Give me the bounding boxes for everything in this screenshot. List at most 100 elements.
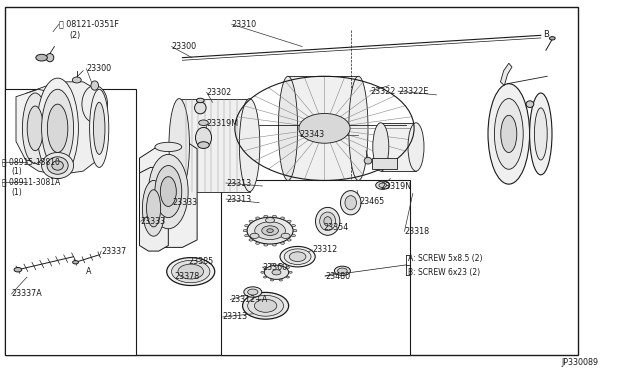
Polygon shape — [16, 89, 58, 164]
Text: 23333: 23333 — [141, 217, 166, 226]
Text: 23300: 23300 — [172, 42, 196, 51]
Ellipse shape — [178, 264, 204, 279]
Ellipse shape — [279, 264, 282, 266]
Ellipse shape — [264, 265, 289, 279]
Ellipse shape — [289, 272, 292, 273]
Text: 23465: 23465 — [360, 197, 385, 206]
Ellipse shape — [264, 244, 268, 246]
Ellipse shape — [280, 247, 316, 267]
Ellipse shape — [198, 142, 209, 148]
Text: 23302: 23302 — [207, 88, 232, 97]
Text: Ⓝ 08911-3081A: Ⓝ 08911-3081A — [2, 178, 60, 187]
Ellipse shape — [147, 190, 161, 227]
Ellipse shape — [72, 77, 81, 83]
Text: 23313: 23313 — [226, 179, 251, 187]
Ellipse shape — [273, 244, 276, 246]
Ellipse shape — [549, 37, 555, 40]
Text: 23337: 23337 — [101, 247, 126, 256]
Ellipse shape — [22, 93, 48, 164]
Ellipse shape — [255, 242, 260, 244]
Text: 23480: 23480 — [325, 272, 350, 280]
Ellipse shape — [320, 212, 336, 231]
Text: A: A — [86, 267, 92, 276]
Text: JP330089: JP330089 — [562, 358, 599, 367]
Ellipse shape — [155, 142, 182, 152]
Ellipse shape — [36, 78, 78, 179]
Bar — [5, 89, 136, 355]
Ellipse shape — [248, 289, 258, 295]
Ellipse shape — [264, 267, 267, 269]
Text: 23312+A: 23312+A — [230, 295, 268, 304]
Ellipse shape — [271, 279, 274, 281]
Ellipse shape — [90, 89, 109, 167]
Ellipse shape — [267, 229, 273, 232]
Text: 23313: 23313 — [223, 312, 248, 321]
Ellipse shape — [244, 287, 262, 297]
Ellipse shape — [488, 84, 530, 184]
Ellipse shape — [243, 230, 247, 232]
Text: Ⓑ 08121-0351F: Ⓑ 08121-0351F — [59, 20, 119, 29]
Ellipse shape — [349, 76, 368, 180]
Ellipse shape — [286, 267, 289, 269]
Ellipse shape — [376, 181, 390, 189]
Ellipse shape — [47, 157, 68, 174]
Ellipse shape — [287, 239, 291, 241]
Ellipse shape — [248, 295, 284, 316]
Ellipse shape — [534, 108, 547, 160]
Ellipse shape — [166, 257, 215, 286]
Bar — [179, 99, 250, 192]
Text: 23322: 23322 — [370, 87, 396, 96]
Ellipse shape — [280, 217, 285, 219]
Ellipse shape — [148, 154, 188, 229]
Text: 23310: 23310 — [232, 20, 257, 29]
Ellipse shape — [195, 102, 206, 114]
Polygon shape — [140, 167, 168, 251]
Ellipse shape — [46, 54, 54, 62]
Ellipse shape — [379, 183, 387, 187]
Ellipse shape — [255, 222, 285, 240]
Ellipse shape — [93, 102, 105, 154]
Text: 23378: 23378 — [174, 272, 199, 280]
Ellipse shape — [292, 225, 296, 227]
Ellipse shape — [42, 89, 74, 167]
Ellipse shape — [364, 157, 372, 164]
Bar — [221, 180, 410, 355]
Ellipse shape — [340, 190, 361, 215]
Ellipse shape — [52, 161, 63, 170]
Ellipse shape — [262, 226, 278, 235]
Ellipse shape — [239, 99, 260, 192]
Ellipse shape — [293, 230, 297, 232]
Ellipse shape — [198, 120, 209, 126]
Bar — [288, 76, 358, 180]
Ellipse shape — [495, 99, 524, 169]
Ellipse shape — [255, 217, 260, 219]
Ellipse shape — [529, 93, 552, 175]
Ellipse shape — [284, 249, 311, 264]
Text: 23354: 23354 — [323, 223, 348, 232]
Bar — [5, 7, 578, 355]
Text: 23343: 23343 — [300, 130, 324, 139]
Text: 23333: 23333 — [173, 198, 198, 207]
Text: (1): (1) — [12, 167, 22, 176]
Ellipse shape — [286, 276, 289, 278]
Ellipse shape — [287, 220, 291, 222]
Ellipse shape — [279, 279, 282, 281]
Ellipse shape — [172, 260, 210, 283]
Ellipse shape — [292, 234, 296, 237]
Ellipse shape — [316, 208, 340, 235]
Ellipse shape — [278, 76, 298, 180]
Text: 23318: 23318 — [404, 227, 429, 236]
Ellipse shape — [249, 239, 253, 241]
Ellipse shape — [73, 260, 78, 264]
Ellipse shape — [250, 233, 259, 238]
Ellipse shape — [280, 242, 284, 244]
Text: B: B — [543, 30, 548, 39]
Ellipse shape — [299, 113, 350, 143]
Ellipse shape — [526, 101, 534, 108]
Text: 23322E: 23322E — [398, 87, 428, 96]
Ellipse shape — [261, 272, 264, 273]
Ellipse shape — [243, 292, 289, 319]
Ellipse shape — [281, 233, 290, 238]
Ellipse shape — [408, 123, 424, 171]
Ellipse shape — [244, 225, 248, 227]
